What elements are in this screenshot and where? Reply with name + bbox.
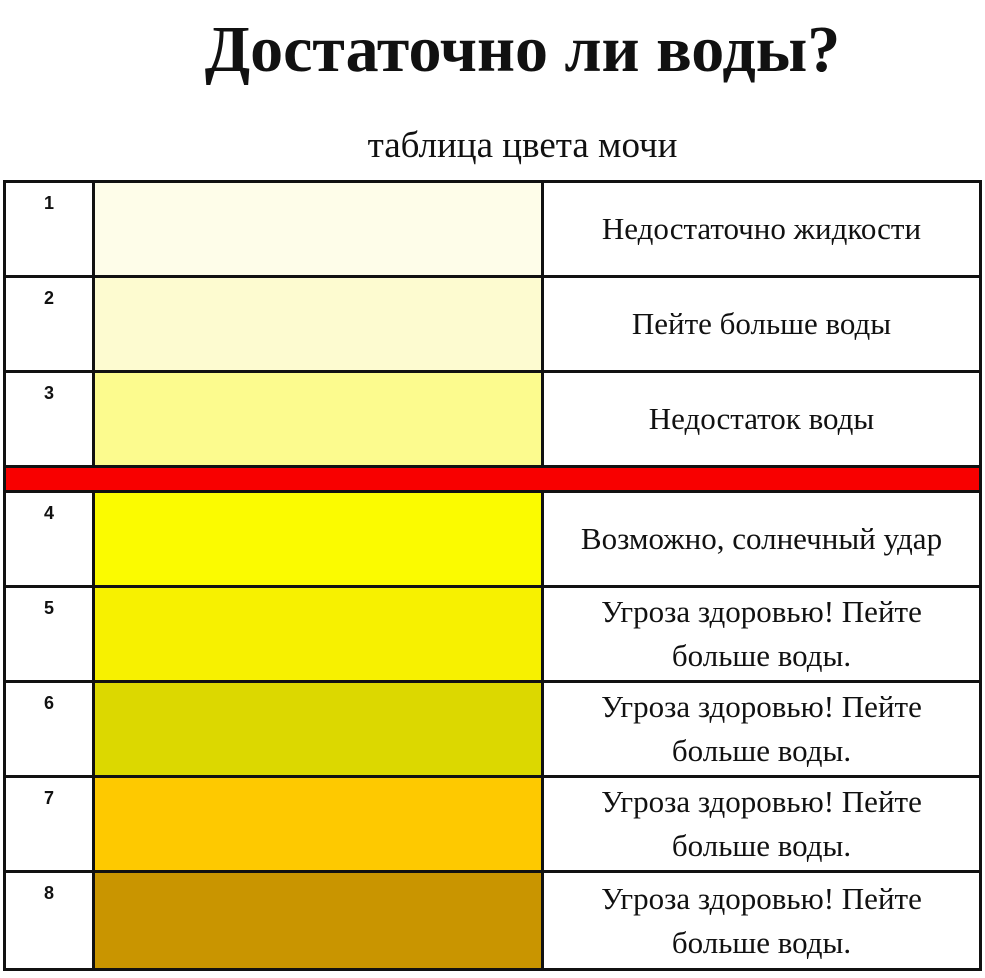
table-row: 6 Угроза здоровью! Пейте больше воды. — [6, 683, 979, 778]
danger-divider — [6, 468, 979, 493]
color-swatch — [95, 278, 544, 370]
table-row: 7 Угроза здоровью! Пейте больше воды. — [6, 778, 979, 873]
color-swatch — [95, 588, 544, 680]
table-row: 1 Недостаточно жидкости — [6, 183, 979, 278]
color-swatch — [95, 493, 544, 585]
row-number: 6 — [6, 683, 95, 775]
subtitle: таблица цвета мочи — [367, 125, 678, 166]
color-swatch — [95, 183, 544, 275]
table-row: 8 Угроза здоровью! Пейте больше воды. — [6, 873, 979, 968]
table-row: 5 Угроза здоровью! Пейте больше воды. — [6, 588, 979, 683]
color-swatch — [95, 373, 544, 465]
row-description: Пейте больше воды — [631, 306, 892, 341]
row-number: 7 — [6, 778, 95, 870]
urine-color-table: 1 Недостаточно жидкости 2 Пейте больше воды… — [3, 180, 982, 971]
table-row: 2 Пейте больше воды — [6, 278, 979, 373]
color-swatch — [95, 683, 544, 775]
row-description: Угроза здоровью! Пейте больше воды. — [601, 784, 922, 863]
page-title: Достаточно ли воды? — [204, 13, 841, 86]
color-swatch — [95, 778, 544, 870]
row-number: 1 — [6, 183, 95, 275]
row-description: Угроза здоровью! Пейте больше воды. — [601, 880, 922, 960]
row-number: 2 — [6, 278, 95, 370]
row-number: 8 — [6, 873, 95, 968]
row-description: Недостаточно жидкости — [601, 211, 922, 246]
row-number: 5 — [6, 588, 95, 680]
table-row: 3 Недостаток воды — [6, 373, 979, 468]
color-swatch — [95, 873, 544, 968]
row-number: 4 — [6, 493, 95, 585]
row-description: Угроза здоровью! Пейте больше воды. — [601, 689, 922, 768]
row-description: Недостаток воды — [648, 401, 875, 436]
row-description: Возможно, солнечный удар — [580, 521, 943, 556]
table-row: 4 Возможно, солнечный удар — [6, 493, 979, 588]
row-number: 3 — [6, 373, 95, 465]
row-description: Угроза здоровью! Пейте больше воды. — [601, 594, 922, 673]
